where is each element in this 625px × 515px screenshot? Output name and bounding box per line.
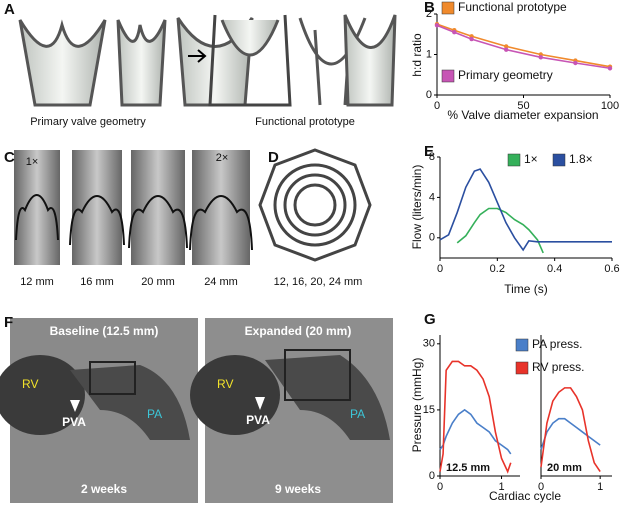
caption: 12, 16, 20, 24 mm: [274, 276, 363, 288]
legend-label: PA press.: [532, 337, 582, 351]
y-tick-label: 2: [426, 8, 432, 20]
panel-letter: E: [424, 143, 434, 160]
legend-label: Primary geometry: [458, 68, 553, 82]
y-tick-label: 30: [423, 338, 435, 350]
image-title: Expanded (20 mm): [245, 324, 352, 338]
size-label: 16 mm: [80, 276, 114, 288]
x-tick-label: 0.4: [547, 263, 562, 275]
point: [452, 30, 457, 35]
series-line: [439, 360, 512, 474]
point: [469, 36, 474, 42]
x-axis-label: % Valve diameter expansion: [447, 108, 598, 122]
size-label: 24 mm: [204, 276, 238, 288]
annotation: 12.5 mm: [446, 462, 490, 474]
rv-label: RV: [22, 377, 38, 391]
legend-swatch: [515, 361, 529, 375]
y-axis-label: Flow (liters/min): [410, 165, 424, 250]
legend-label: RV press.: [532, 360, 584, 374]
legend-label: 1.8×: [569, 152, 593, 166]
y-tick-label: 0: [429, 232, 435, 244]
y-tick-label: 4: [429, 191, 435, 203]
x-tick-label: 0: [538, 481, 544, 493]
y-tick-label: 15: [423, 404, 435, 416]
series-line: [540, 417, 601, 450]
legend-swatch: [441, 1, 455, 15]
y-tick-label: 1: [426, 48, 432, 60]
panel-letter: F: [4, 314, 13, 331]
ring-image: [258, 148, 372, 262]
x-tick-label: 0.6: [604, 263, 619, 275]
panel-letter: A: [4, 1, 15, 18]
x-tick-label: 0.2: [490, 263, 505, 275]
rv-label: RV: [217, 377, 233, 391]
pa-label: PA: [350, 407, 365, 421]
pva-label: PVA: [246, 413, 270, 427]
point: [504, 44, 509, 49]
y-tick-label: 8: [429, 151, 435, 163]
x-tick-label: 0: [437, 481, 443, 493]
y-tick-label: 0: [426, 89, 432, 101]
y-axis-label: h:d ratio: [410, 33, 424, 77]
legend-swatch: [507, 153, 521, 167]
x-axis-label: Cardiac cycle: [489, 489, 561, 503]
scale-label: 1×: [26, 156, 39, 168]
legend-swatch: [515, 338, 529, 352]
x-tick-label: 0: [434, 100, 440, 112]
stent-images: [14, 150, 253, 265]
x-tick-label: 0: [437, 263, 443, 275]
size-label: 12 mm: [20, 276, 54, 288]
panel-letter: C: [4, 149, 15, 166]
arrow: [188, 49, 207, 63]
legend-swatch: [441, 69, 455, 83]
valve-images: [18, 14, 397, 107]
series-line: [439, 408, 512, 455]
image-title: Baseline (12.5 mm): [50, 324, 159, 338]
legend-label: Functional prototype: [458, 0, 567, 14]
legend-label: 1×: [524, 152, 538, 166]
scale-label: 2×: [216, 152, 229, 164]
y-tick-label: 0: [429, 470, 435, 482]
series-line: [439, 168, 612, 252]
pa-label: PA: [147, 407, 162, 421]
point: [538, 55, 543, 60]
x-axis-label: Time (s): [504, 282, 548, 296]
caption: Primary valve geometry: [30, 116, 146, 128]
x-tick-label: 100: [601, 100, 619, 112]
series-line: [456, 207, 544, 254]
time-label: 9 weeks: [275, 482, 321, 496]
point: [607, 66, 613, 71]
point: [573, 60, 578, 66]
panel-letter: B: [424, 0, 435, 16]
pva-label: PVA: [62, 415, 86, 429]
point: [504, 47, 509, 52]
legend-swatch: [552, 153, 566, 167]
fluoroscopy-images: [0, 318, 393, 503]
series-line: [540, 387, 601, 473]
x-tick-label: 1: [597, 481, 603, 493]
caption: Functional prototype: [255, 116, 355, 128]
x-tick-label: 1: [498, 481, 504, 493]
panel-letter: D: [268, 149, 279, 166]
panel-letter: G: [424, 311, 436, 328]
point: [434, 23, 440, 28]
series-line: [436, 23, 611, 68]
annotation: 20 mm: [547, 462, 582, 474]
y-axis-label: Pressure (mmHg): [410, 358, 424, 453]
size-label: 20 mm: [141, 276, 175, 288]
x-tick-label: 50: [517, 100, 529, 112]
time-label: 2 weeks: [81, 482, 127, 496]
